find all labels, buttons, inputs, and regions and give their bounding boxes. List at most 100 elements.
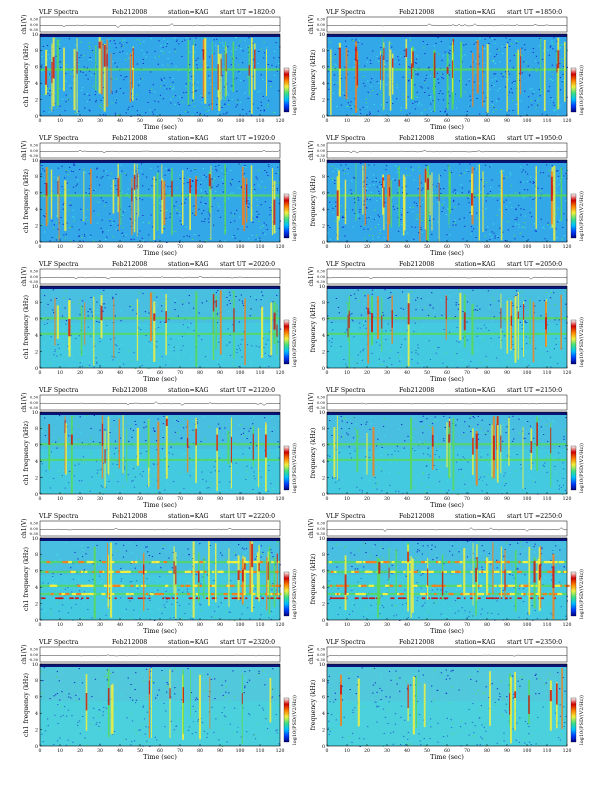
band-burst [65,560,69,564]
noise-speck [470,431,472,433]
noise-speck [232,192,234,194]
noise-speck [105,581,107,583]
noise-speck [237,345,240,347]
noise-speck [388,297,391,299]
noise-speck [518,432,521,434]
upper-band [327,34,567,37]
noise-speck [512,336,514,338]
noise-speck [102,97,105,99]
noise-speck [538,171,540,173]
noise-speck [257,107,259,109]
noise-speck [360,358,362,360]
noise-speck [85,192,87,194]
noise-speck [240,424,242,426]
y-tick-label: 10 [319,158,325,164]
noise-speck [128,206,131,207]
noise-speck [448,226,451,228]
noise-speck [429,425,431,427]
noise-speck [384,436,386,437]
noise-speck [100,99,102,101]
noise-speck [429,97,432,99]
noise-speck [222,45,225,46]
noise-speck [461,56,463,58]
noise-speck [209,106,211,107]
noise-speck [190,322,192,324]
noise-speck [78,425,80,427]
noise-speck [374,218,376,220]
noise-speck [125,421,127,423]
noise-speck [329,420,331,421]
waveform-tick-label: -0.30 [316,28,326,32]
noise-speck [122,569,125,571]
noise-speck [463,434,465,436]
noise-speck [90,59,93,61]
noise-speck [223,433,225,435]
noise-speck [185,198,187,200]
noise-speck [142,292,144,294]
noise-speck [109,40,111,42]
sferic-core [233,308,235,333]
noise-speck [140,329,142,330]
band-burst [251,560,258,564]
spectrogram-panel: VLF Spectra Feb212008 station=KAG start UT … [21,513,298,635]
sferic-streak [120,173,122,226]
noise-speck [426,300,428,302]
noise-speck [97,213,99,215]
band-burst [163,560,168,564]
noise-speck [369,95,371,97]
noise-speck [236,472,239,474]
noise-speck [48,77,50,79]
noise-speck [163,545,165,546]
noise-speck [254,565,256,566]
noise-speck [132,468,134,470]
noise-speck [553,43,555,45]
waveform-trace [326,402,568,405]
noise-speck [549,46,551,48]
noise-speck [160,289,162,291]
noise-speck [268,492,270,494]
noise-speck [492,79,494,81]
panel-station-label: station=KAG [455,387,496,394]
upper-band [40,286,280,289]
noise-speck [145,335,147,336]
noise-speck [80,54,82,56]
sferic-core [424,168,427,183]
noise-speck [41,64,43,66]
noise-speck [177,102,179,104]
noise-speck [153,292,155,294]
noise-speck [435,352,437,354]
noise-speck [69,204,71,206]
noise-speck [376,93,379,95]
noise-speck [511,207,513,209]
noise-speck [255,588,257,590]
band-burst [149,592,154,596]
noise-speck [83,66,85,68]
noise-speck [52,576,54,577]
noise-speck [540,416,543,418]
noise-speck [254,442,256,444]
noise-speck [43,588,46,590]
band-burst [199,584,202,587]
band-burst [114,597,117,600]
noise-speck [44,183,46,185]
noise-speck [176,187,178,189]
band-burst [234,560,240,564]
noise-speck [256,484,258,486]
sferic-core [550,176,553,201]
noise-speck [375,445,378,447]
noise-speck [206,300,208,302]
noise-speck [144,570,147,571]
panel-program-label: VLF Spectra [325,387,366,394]
noise-speck [361,490,363,491]
noise-speck [390,462,392,464]
sferic-streak [419,174,421,242]
noise-speck [94,345,96,347]
noise-speck [259,295,261,297]
noise-speck [525,61,527,63]
panel-date-label: Feb212008 [399,261,434,268]
band-burst [224,592,228,596]
band-burst [103,584,110,587]
noise-speck [412,169,414,171]
noise-speck [73,239,75,241]
noise-speck [438,93,440,94]
